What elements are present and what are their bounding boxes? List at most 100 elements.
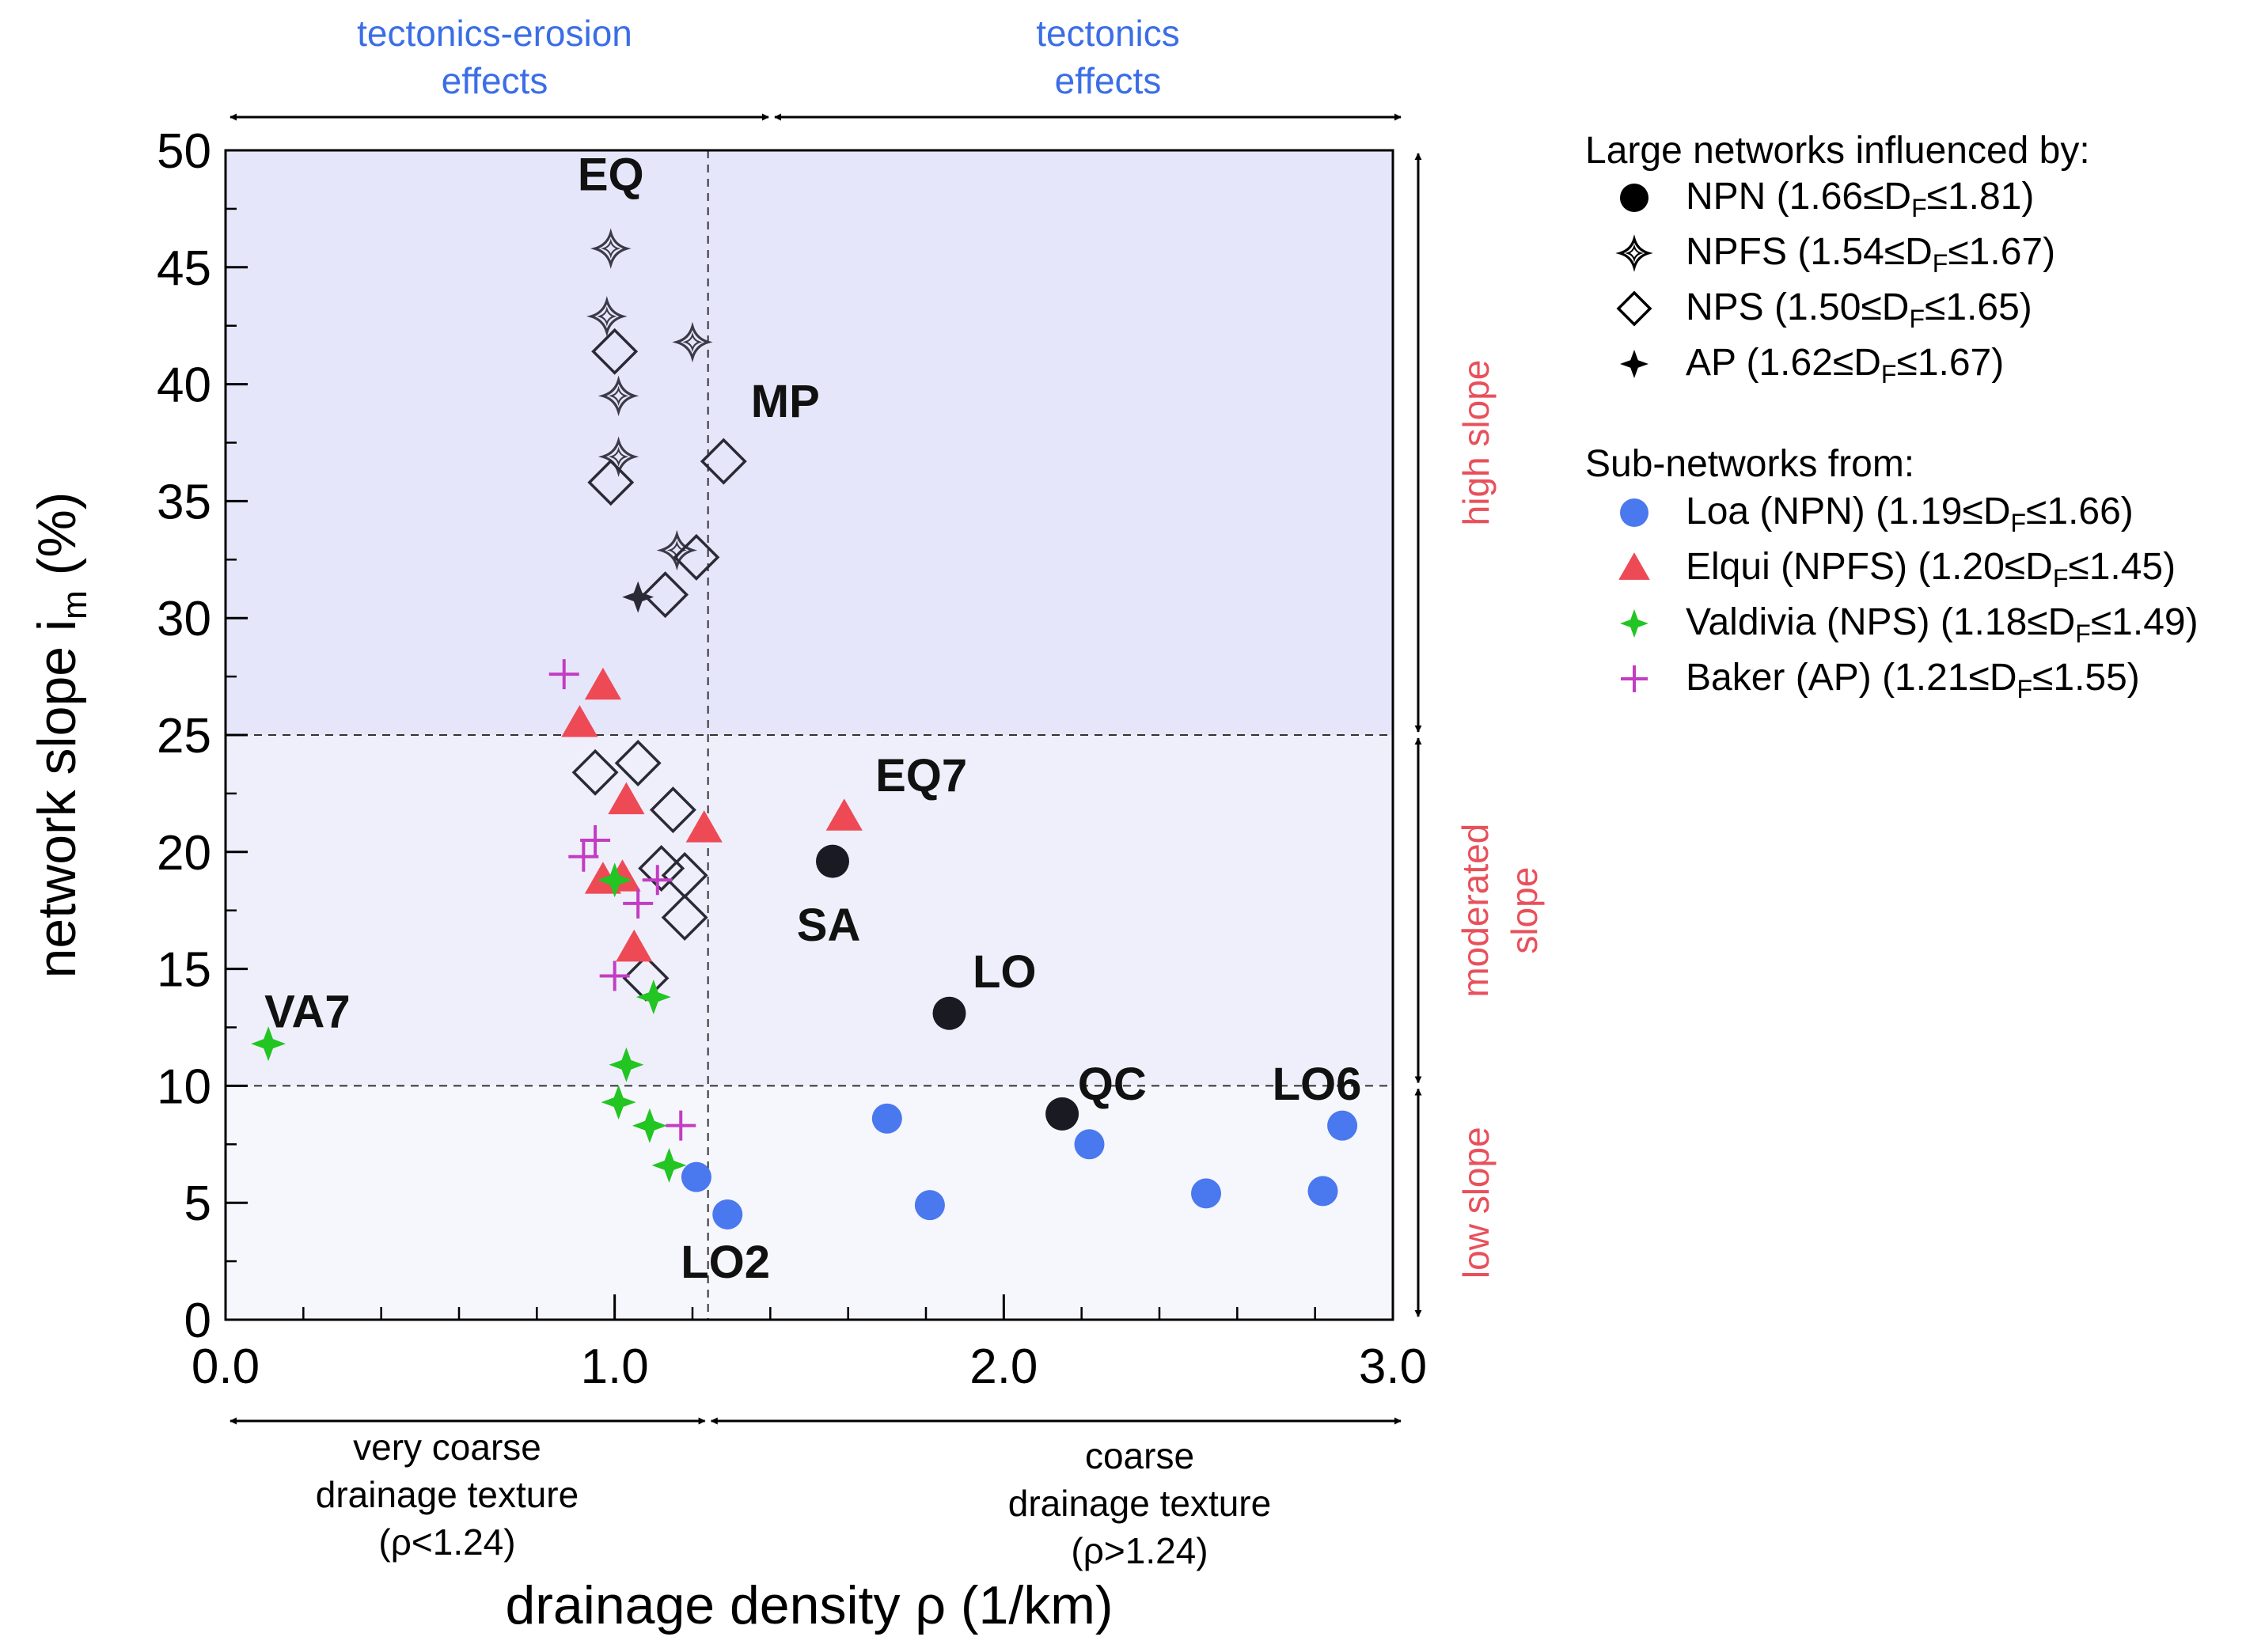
legend-item-npfs-text: NPFS (1.54≤D <box>1686 231 1933 273</box>
legend-group2-title: Sub-networks from: <box>1585 443 1914 485</box>
bottom-annotation-very-coarse: drainage texture <box>316 1474 579 1515</box>
point-npn <box>932 996 966 1030</box>
point-elqui-npfs <box>825 798 863 831</box>
point-elqui-npfs <box>616 929 653 962</box>
point-loa-npn <box>1191 1178 1221 1209</box>
point-valdivia-nps <box>609 1047 644 1082</box>
point-label-lo2: LO2 <box>681 1237 770 1288</box>
x-tick-label: 3.0 <box>1359 1339 1427 1394</box>
bottom-annotation-coarse: drainage texture <box>1008 1483 1271 1524</box>
point-elqui-npfs <box>608 782 645 815</box>
legend-item-npfs-marker <box>1615 234 1653 272</box>
legend-item-baker-marker <box>1621 665 1648 692</box>
legend-item-npn-marker <box>1620 184 1648 212</box>
legend-item-baker-text: Baker (AP) (1.21≤D <box>1686 657 2016 699</box>
y-axis-title-sub: m <box>55 590 94 620</box>
y-tick-label: 45 <box>157 241 211 296</box>
point-label-sa: SA <box>797 900 861 951</box>
point-npfs-inner <box>609 385 629 406</box>
point-nps <box>649 786 696 834</box>
legend-group1-title: Large networks influenced by: <box>1585 130 2090 172</box>
legend-item-ap-text-end: ≤1.67) <box>1896 342 2004 384</box>
series-loa-npn <box>681 1103 1358 1230</box>
point-loa-npn <box>1307 1176 1338 1207</box>
legend-item-npfs-text-end: ≤1.67) <box>1948 231 2055 273</box>
legend-item-loa-marker <box>1620 498 1648 527</box>
point-loa-npn <box>712 1199 743 1230</box>
legend-item-valdivia-text-end: ≤1.49) <box>2091 601 2199 643</box>
top-annotation-tectonics-erosion: effects <box>442 60 548 101</box>
legend-item-baker: Baker (AP) (1.21≤DF≤1.55) <box>1621 657 2140 703</box>
point-label-va7: VA7 <box>264 987 351 1038</box>
point-npfs <box>586 296 628 337</box>
bottom-annotation-very-coarse: (ρ<1.24) <box>378 1521 515 1563</box>
point-valdivia-nps <box>601 1085 636 1120</box>
legend-item-valdivia-text: Valdivia (NPS) (1.18≤D <box>1686 601 2075 643</box>
point-label-qc: QC <box>1078 1059 1147 1110</box>
legend-item-ap: AP (1.62≤DF≤1.67) <box>1620 342 2004 388</box>
legend-item-loa-label: Loa (NPN) (1.19≤DF≤1.66) <box>1686 491 2134 537</box>
legend-item-baker-text-end: ≤1.55) <box>2032 657 2140 699</box>
point-baker-ap <box>599 961 630 991</box>
y-tick-label: 0 <box>184 1294 211 1348</box>
legend-item-elqui-sub: F <box>2053 564 2069 593</box>
y-axis-title-unit: (%) <box>27 492 87 591</box>
top-annotation-tectonics: effects <box>1055 60 1162 101</box>
point-baker-ap <box>642 865 673 896</box>
point-elqui-npfs <box>561 705 598 737</box>
x-axis-title: drainage density ρ (1/km) <box>505 1575 1113 1635</box>
legend-item-ap-marker <box>1620 350 1648 378</box>
x-tick-label: 0.0 <box>192 1339 260 1394</box>
y-tick-label: 25 <box>157 709 211 763</box>
point-nps <box>591 328 639 375</box>
legend-item-valdivia-sub: F <box>2075 620 2091 648</box>
legend-item-npn-sub: F <box>1911 194 1927 222</box>
legend-item-npfs: NPFS (1.54≤DF≤1.67) <box>1615 231 2055 278</box>
point-label-eq: EQ <box>578 149 644 200</box>
legend-item-elqui: Elqui (NPFS) (1.20≤DF≤1.45) <box>1618 546 2176 593</box>
y-axis-title: network slope im (%) <box>27 492 94 979</box>
series-ap <box>622 581 654 613</box>
point-valdivia-nps <box>251 1026 286 1062</box>
legend-item-elqui-text: Elqui (NPFS) (1.20≤D <box>1686 546 2053 588</box>
point-elqui-npfs <box>685 810 723 843</box>
point-npfs <box>598 375 639 417</box>
legend-item-npn-text: NPN (1.66≤D <box>1686 176 1911 218</box>
y-tick-label: 15 <box>157 943 211 998</box>
point-baker-ap <box>666 1110 696 1141</box>
legend-item-valdivia-label: Valdivia (NPS) (1.18≤DF≤1.49) <box>1686 601 2199 648</box>
point-baker-ap <box>623 888 654 919</box>
series-valdivia-nps <box>251 862 687 1183</box>
point-label-eq7: EQ7 <box>875 750 967 801</box>
right-annotation-moderate-line: moderated <box>1455 824 1496 998</box>
point-nps <box>614 739 662 786</box>
point-valdivia-nps <box>632 1108 667 1143</box>
y-tick-label: 10 <box>157 1059 211 1114</box>
point-loa-npn <box>681 1161 711 1192</box>
legend-item-npn-label: NPN (1.66≤DF≤1.81) <box>1686 176 2034 222</box>
y-tick-label: 35 <box>157 475 211 529</box>
point-loa-npn <box>1327 1110 1358 1141</box>
legend-item-npn-text-end: ≤1.81) <box>1927 176 2035 218</box>
legend-item-npfs-label: NPFS (1.54≤DF≤1.67) <box>1686 231 2055 278</box>
x-tick-label: 2.0 <box>969 1339 1038 1394</box>
right-annotation-high: high slope <box>1455 360 1497 526</box>
bottom-annotation-very-coarse: very coarse <box>353 1427 541 1468</box>
legend-item-baker-label: Baker (AP) (1.21≤DF≤1.55) <box>1686 657 2140 703</box>
point-baker-ap <box>568 841 599 872</box>
right-annotation-moderate: moderated slope <box>1455 824 1545 998</box>
point-npn <box>816 844 849 878</box>
legend-item-nps-text-end: ≤1.65) <box>1925 286 2032 328</box>
point-nps <box>700 438 747 485</box>
point-nps <box>571 748 619 796</box>
point-valdivia-nps <box>597 862 632 898</box>
legend-item-nps-label: NPS (1.50≤DF≤1.65) <box>1686 286 2032 333</box>
right-annotation-moderate-line: slope <box>1504 867 1545 954</box>
legend-item-valdivia: Valdivia (NPS) (1.18≤DF≤1.49) <box>1620 601 2199 648</box>
point-npfs-inner <box>597 306 617 327</box>
point-npfs-inner <box>609 446 629 467</box>
point-elqui-npfs <box>584 667 622 700</box>
point-npfs <box>598 436 639 477</box>
point-loa-npn <box>1074 1129 1105 1160</box>
top-annotation-tectonics-erosion: tectonics-erosion <box>357 13 632 54</box>
